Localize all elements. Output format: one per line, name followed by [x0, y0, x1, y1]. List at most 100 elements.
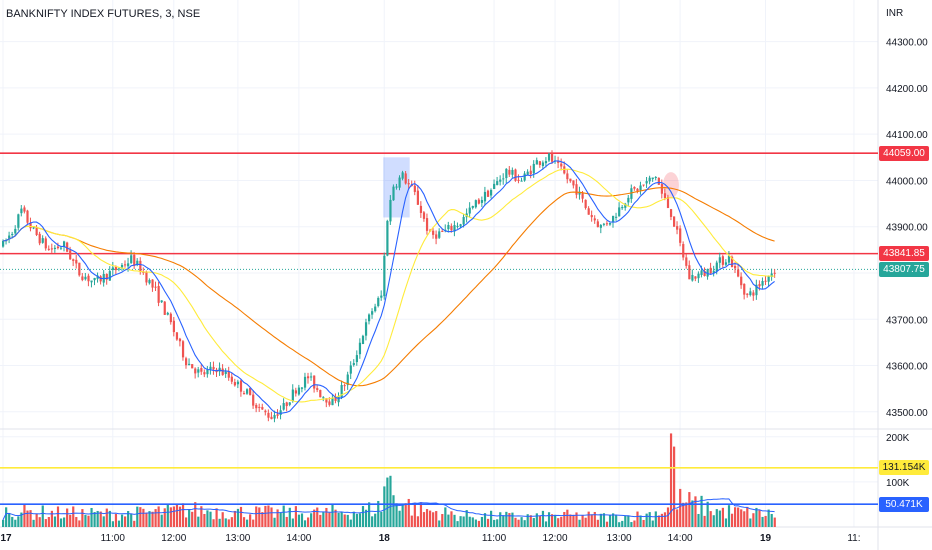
volume-bar	[90, 507, 93, 527]
volume-bar	[371, 516, 374, 527]
candle-body	[447, 225, 450, 230]
volume-bar	[124, 516, 127, 527]
volume-bar	[313, 509, 316, 527]
volume-bar	[380, 511, 383, 527]
candle-body	[242, 393, 246, 395]
candle-body	[194, 368, 197, 374]
volume-bar	[154, 509, 157, 527]
price-tick-label: 43600.00	[886, 362, 928, 373]
volume-bar	[755, 507, 758, 527]
candle-body	[532, 163, 535, 174]
candle-body	[612, 215, 615, 223]
volume-bar	[468, 516, 471, 527]
volume-bar	[41, 505, 44, 527]
time-tick-label: 18	[379, 533, 391, 544]
candle-body	[581, 193, 584, 199]
volume-bar	[172, 506, 175, 527]
candle-body	[181, 341, 185, 358]
candle-body	[538, 161, 541, 165]
volume-bar	[328, 512, 331, 527]
highlight-circle	[662, 172, 679, 199]
candle-body	[700, 270, 703, 275]
volume-bar	[352, 511, 355, 527]
candle-body	[282, 403, 285, 410]
candle-body	[773, 272, 776, 274]
volume-bar	[730, 513, 734, 527]
candle-body	[483, 191, 487, 202]
candle-body	[535, 160, 538, 165]
volume-bar	[303, 520, 307, 527]
volume-bar	[624, 515, 627, 527]
volume-bar	[636, 511, 639, 527]
candle-body	[468, 207, 471, 214]
volume-bar	[773, 517, 776, 527]
candle-body	[493, 183, 496, 190]
candle-body	[651, 177, 654, 180]
volume-bar	[377, 500, 380, 527]
candle-body	[587, 208, 590, 215]
candle-body	[657, 177, 660, 185]
candle-body	[529, 170, 532, 175]
volume-bar	[53, 516, 57, 527]
volume-bar	[264, 505, 267, 527]
volume-bar	[685, 502, 688, 527]
candle-body	[544, 161, 548, 164]
volume-bar	[203, 513, 206, 527]
candle-body	[291, 389, 294, 402]
candle-body	[355, 355, 358, 363]
candle-body	[563, 166, 566, 174]
volume-bar	[8, 513, 11, 527]
price-tick-label: 44000.00	[886, 176, 928, 187]
candle-body	[175, 332, 179, 340]
volume-bar	[749, 518, 752, 527]
candle-body	[133, 254, 136, 266]
volume-bar	[383, 486, 386, 527]
volume-bar	[727, 505, 731, 527]
candle-body	[380, 295, 383, 298]
candle-body	[319, 389, 322, 398]
volume-bar	[395, 503, 398, 527]
volume-bar	[734, 507, 737, 527]
volume-bar	[618, 522, 621, 527]
volume-bar	[697, 513, 700, 527]
candle-body	[352, 363, 355, 365]
candle-body	[743, 283, 746, 295]
volume-bar	[627, 515, 630, 527]
volume-bar	[246, 519, 249, 527]
volume-bar	[188, 509, 191, 527]
candle-body	[407, 183, 410, 185]
candle-body	[157, 285, 160, 303]
candle-body	[697, 273, 700, 279]
candle-body	[593, 218, 596, 221]
volume-bar	[218, 518, 221, 527]
volume-bar	[258, 507, 261, 527]
volume-bar	[5, 507, 8, 527]
volume-bar	[599, 513, 602, 527]
volume-bar	[279, 512, 282, 527]
volume-bar	[136, 506, 139, 527]
volume-bar	[724, 518, 728, 527]
candle-body	[404, 173, 407, 184]
currency-label: INR	[886, 8, 904, 19]
candle-body	[56, 246, 60, 249]
volume-bar	[608, 514, 612, 527]
candle-body	[703, 270, 706, 276]
candle-body	[11, 233, 14, 235]
volume-bar	[75, 517, 78, 527]
candle-body	[139, 260, 142, 272]
volume-bar	[401, 504, 404, 527]
candle-body	[50, 248, 53, 250]
time-tick-label: 12:00	[543, 533, 568, 544]
candle-body	[337, 396, 340, 403]
volume-bar	[605, 521, 609, 527]
volume-bar	[758, 510, 761, 527]
volume-bar	[523, 520, 526, 527]
volume-bar	[483, 513, 487, 527]
candle-body	[212, 366, 215, 370]
volume-bar	[239, 506, 243, 527]
candle-body	[557, 160, 560, 163]
volume-bar	[261, 512, 264, 527]
candle-body	[462, 217, 465, 225]
volume-bar	[584, 517, 587, 527]
